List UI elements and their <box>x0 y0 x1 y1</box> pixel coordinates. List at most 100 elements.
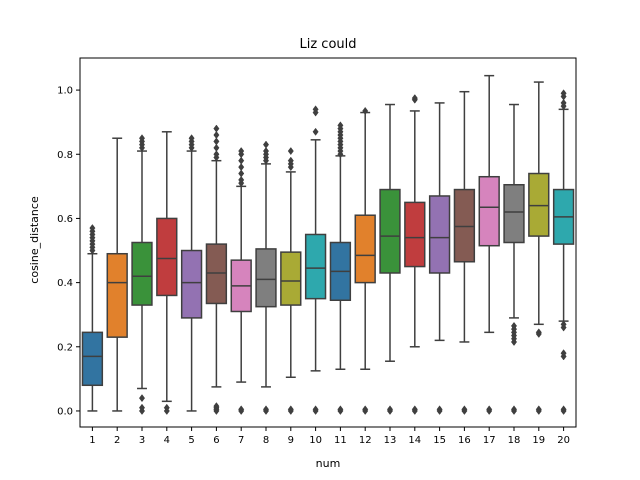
outlier-point <box>560 98 567 107</box>
outlier-point <box>337 405 344 414</box>
x-tick-label: 11 <box>334 435 347 446</box>
y-tick-label: 1.0 <box>57 86 73 97</box>
outlier-point <box>238 147 245 156</box>
x-tick-label: 15 <box>433 435 446 446</box>
box-group-18 <box>503 103 525 415</box>
box <box>131 241 153 306</box>
outlier-point <box>138 394 146 403</box>
x-tick-label: 13 <box>384 435 397 446</box>
outlier-point <box>213 402 220 411</box>
outlier-point <box>213 143 220 152</box>
x-tick-label: 18 <box>508 435 521 446</box>
outlier-point <box>510 405 518 414</box>
x-tick-label: 16 <box>458 435 471 446</box>
box <box>280 251 302 306</box>
x-axis-label: num <box>316 457 341 470</box>
outlier-point <box>486 405 493 414</box>
outlier-point <box>337 121 344 130</box>
box <box>379 188 401 274</box>
box-group-14 <box>404 94 426 415</box>
axes-frame <box>79 57 577 428</box>
y-axis-label: cosine_distance <box>28 196 41 284</box>
box <box>106 252 128 338</box>
box <box>304 233 327 300</box>
box <box>81 331 104 387</box>
box-group-20 <box>552 89 575 415</box>
outlier-point <box>362 106 369 115</box>
outlier-point <box>213 150 220 159</box>
outlier-point <box>461 405 468 414</box>
outlier-point <box>560 405 567 414</box>
outlier-point <box>560 349 567 358</box>
outlier-point <box>287 405 294 414</box>
box <box>354 214 376 284</box>
outlier-point <box>535 405 542 414</box>
y-tick-label: 0.2 <box>57 342 73 353</box>
outlier-point <box>213 130 220 140</box>
x-tick-label: 17 <box>483 435 496 446</box>
x-tick-label: 20 <box>557 435 570 446</box>
x-tick-label: 6 <box>213 435 219 446</box>
x-tick-label: 2 <box>114 435 120 446</box>
outlier-point <box>89 224 96 233</box>
plot-area <box>81 74 575 415</box>
outlier-point <box>262 405 270 414</box>
box-group-13 <box>379 103 401 415</box>
x-tick-label: 14 <box>408 435 421 446</box>
outlier-point <box>188 134 195 143</box>
outlier-point <box>138 403 146 412</box>
box-group-15 <box>428 102 451 415</box>
x-tick-label: 10 <box>309 435 322 446</box>
outlier-point <box>362 405 369 414</box>
box <box>503 183 525 244</box>
x-tick-label: 19 <box>532 435 545 446</box>
box-group-16 <box>453 90 476 415</box>
box-group-7 <box>230 147 252 415</box>
outlier-point <box>238 405 245 414</box>
outlier-point <box>238 163 245 172</box>
outlier-point <box>560 320 567 329</box>
x-tick-label: 9 <box>288 435 294 446</box>
outlier-point <box>386 405 394 414</box>
box <box>528 172 550 237</box>
box-group-19 <box>528 81 550 415</box>
box <box>428 195 451 274</box>
box <box>255 248 277 308</box>
outlier-point <box>312 405 319 414</box>
box-group-10 <box>304 105 327 415</box>
box-group-3 <box>131 134 153 415</box>
outlier-point <box>287 156 294 165</box>
outlier-point <box>510 321 518 330</box>
outlier-point <box>560 89 567 98</box>
outlier-point <box>262 140 270 149</box>
x-tick-label: 3 <box>139 435 145 446</box>
box <box>404 201 426 268</box>
outlier-point <box>262 147 270 156</box>
box-group-12 <box>354 106 376 415</box>
box-group-2 <box>106 137 128 412</box>
y-tick-label: 0.4 <box>57 278 73 289</box>
x-tick-label: 8 <box>263 435 269 446</box>
outlier-point <box>535 328 542 337</box>
outlier-point <box>238 175 245 184</box>
x-tick-label: 1 <box>89 435 95 446</box>
outlier-point <box>411 405 418 414</box>
outlier-point <box>213 137 220 146</box>
outlier-point <box>163 403 170 412</box>
outlier-point <box>138 134 146 143</box>
y-tick-label: 0.8 <box>57 150 73 161</box>
outlier-point <box>213 124 220 133</box>
box <box>205 243 228 305</box>
x-tick-label: 5 <box>188 435 194 446</box>
outlier-point <box>312 105 319 114</box>
box-group-6 <box>205 124 228 415</box>
box <box>478 175 500 247</box>
outlier-point <box>411 94 418 103</box>
outlier-point <box>238 169 245 178</box>
box-group-1 <box>81 224 104 412</box>
box-group-11 <box>329 121 352 415</box>
x-tick-label: 4 <box>164 435 170 446</box>
box-group-17 <box>478 74 500 415</box>
box-group-8 <box>255 140 277 415</box>
